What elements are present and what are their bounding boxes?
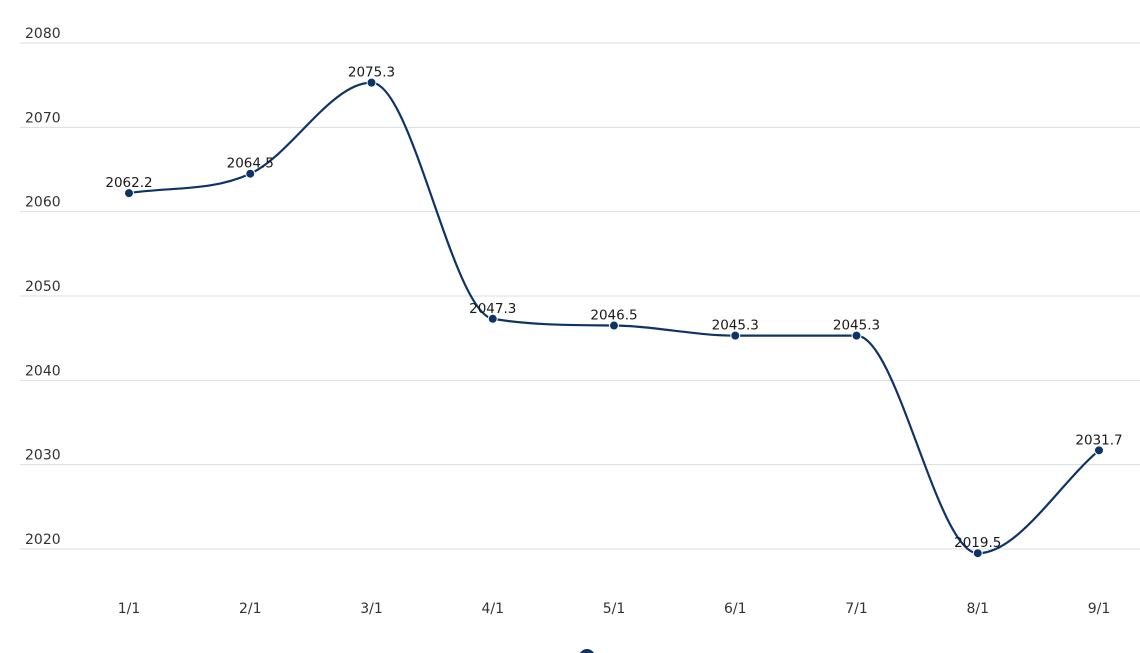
x-tick-label: 9/1 xyxy=(1088,601,1111,617)
x-tick-label: 8/1 xyxy=(966,601,989,617)
data-points xyxy=(124,77,1104,559)
gridlines xyxy=(20,42,1140,550)
data-label: 2031.7 xyxy=(1075,432,1122,448)
data-label: 2045.3 xyxy=(833,318,880,334)
y-tick-label: 2030 xyxy=(25,448,61,464)
legend[interactable] xyxy=(579,649,595,653)
data-point[interactable] xyxy=(730,330,741,341)
data-point[interactable] xyxy=(851,330,862,341)
y-tick-label: 2050 xyxy=(25,279,61,295)
x-tick-label: 2/1 xyxy=(239,601,262,617)
data-label: 2047.3 xyxy=(469,301,516,317)
data-label: 2062.2 xyxy=(105,175,152,191)
data-point[interactable] xyxy=(1094,445,1104,456)
data-point[interactable] xyxy=(487,313,498,324)
y-tick-label: 2020 xyxy=(25,532,61,548)
data-label: 2019.5 xyxy=(954,535,1001,551)
legend-marker[interactable] xyxy=(579,649,595,653)
data-point[interactable] xyxy=(245,168,256,179)
data-label: 2045.3 xyxy=(712,318,759,334)
data-point[interactable] xyxy=(124,188,134,199)
x-axis-ticks: 1/1 2/1 3/1 4/1 5/1 6/1 7/1 8/1 9/1 xyxy=(118,601,1111,617)
x-tick-label: 1/1 xyxy=(118,601,141,617)
data-point[interactable] xyxy=(366,77,377,88)
y-tick-label: 2080 xyxy=(25,26,61,42)
data-label: 2064.5 xyxy=(227,156,274,172)
y-tick-label: 2060 xyxy=(25,195,61,211)
data-point[interactable] xyxy=(972,548,983,559)
data-label: 2046.5 xyxy=(590,308,637,324)
x-tick-label: 4/1 xyxy=(481,601,504,617)
data-label: 2075.3 xyxy=(348,65,395,81)
y-tick-label: 2040 xyxy=(25,363,61,379)
x-tick-label: 5/1 xyxy=(603,601,626,617)
x-tick-label: 6/1 xyxy=(724,601,747,617)
x-tick-label: 7/1 xyxy=(845,601,868,617)
y-axis-ticks: 2020 2030 2040 2050 2060 2070 2080 xyxy=(25,26,61,548)
data-labels: 2062.2 2064.5 2075.3 2047.3 2046.5 2045.3 2045… xyxy=(105,65,1122,552)
data-point[interactable] xyxy=(609,320,619,331)
x-tick-label: 3/1 xyxy=(360,601,383,617)
y-tick-label: 2070 xyxy=(25,110,61,126)
